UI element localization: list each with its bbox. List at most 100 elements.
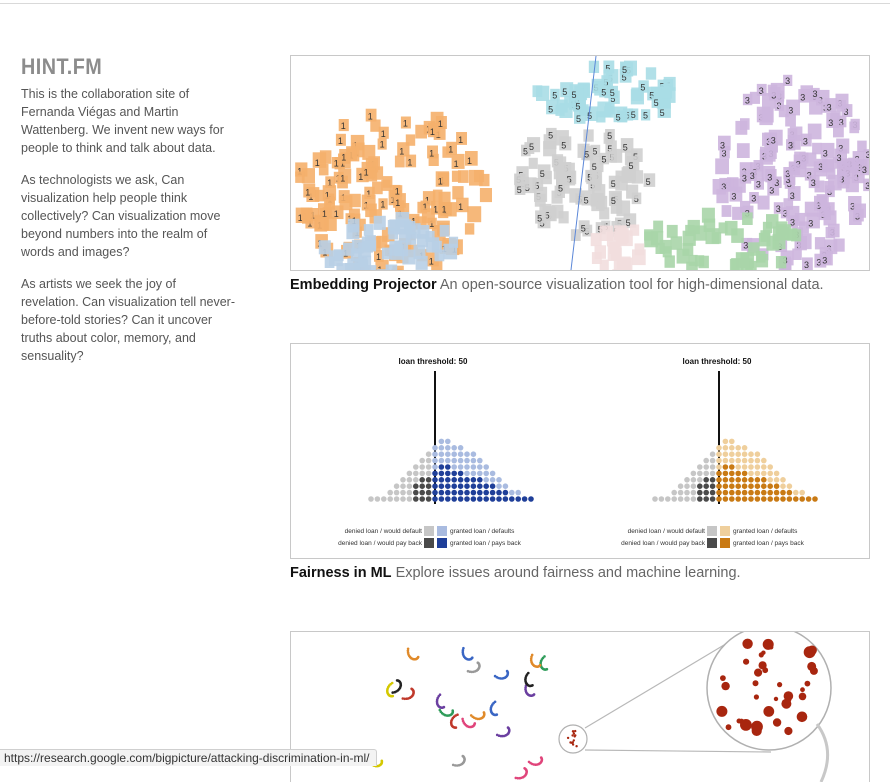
embedding-tile xyxy=(828,174,842,191)
embedding-projector-caption[interactable]: Embedding Projector An open-source visua… xyxy=(290,276,870,294)
embedding-tile xyxy=(431,201,443,215)
histogram-dot xyxy=(489,489,496,496)
histogram-dot xyxy=(761,457,767,464)
histogram-dot xyxy=(735,451,741,457)
histogram-dot xyxy=(464,457,470,464)
cluster-point xyxy=(493,674,497,678)
embedding-tile xyxy=(364,186,375,200)
embedding-tile xyxy=(448,236,459,248)
embedding-tile xyxy=(810,87,820,100)
embedding-glyph: 1 xyxy=(381,129,386,139)
embedding-tile xyxy=(757,195,770,210)
embedding-tile xyxy=(785,113,796,127)
histogram-dot xyxy=(767,496,773,502)
embedding-tile xyxy=(415,216,427,230)
histogram-dot xyxy=(483,470,489,477)
embedding-glyph: 5 xyxy=(587,111,592,121)
histogram-dot xyxy=(799,496,805,502)
project-card-fairness-in-ml[interactable]: loan threshold: 50 denied loan / would d… xyxy=(290,343,870,582)
embedding-tile xyxy=(859,159,869,176)
histogram-dot xyxy=(477,477,483,483)
embedding-tile xyxy=(701,207,715,223)
histogram-dot xyxy=(729,438,735,445)
embedding-tile xyxy=(814,237,826,250)
lens-point xyxy=(772,718,782,727)
embedding-glyph: 3 xyxy=(783,208,788,218)
embedding-glyph: 5 xyxy=(646,177,651,187)
histogram-dot xyxy=(400,489,406,496)
embedding-glyph: 3 xyxy=(769,186,774,196)
histogram-dot xyxy=(748,483,754,489)
histogram-dot xyxy=(703,457,709,464)
embedding-tile xyxy=(543,141,557,157)
histogram-dot xyxy=(368,496,374,502)
top-divider xyxy=(0,3,890,4)
embedding-tile xyxy=(800,133,812,147)
embedding-tile xyxy=(435,116,447,129)
embedding-tile xyxy=(331,157,342,169)
histogram-dot xyxy=(729,451,735,457)
histogram-dot xyxy=(767,470,773,477)
embedding-glyph: 1 xyxy=(380,200,385,210)
embedding-glyph: 3 xyxy=(731,192,736,202)
legend-swatch xyxy=(720,526,730,536)
histogram-dot xyxy=(438,489,445,496)
embedding-tile xyxy=(537,164,551,180)
embedding-tile xyxy=(787,186,801,201)
histogram-dot xyxy=(665,496,671,502)
histogram-dot xyxy=(671,489,677,496)
project-card-third[interactable] xyxy=(290,631,870,782)
embedding-tile xyxy=(583,129,594,142)
histogram-dot xyxy=(425,496,432,502)
embedding-tile xyxy=(350,248,362,262)
embedding-tile xyxy=(775,256,787,269)
embedding-tile xyxy=(767,84,778,97)
embedding-tile xyxy=(409,213,420,227)
cluster-point xyxy=(405,697,409,700)
fairness-caption[interactable]: Fairness in ML Explore issues around fai… xyxy=(290,564,870,582)
histogram-dot xyxy=(786,483,793,489)
embedding-tile xyxy=(786,139,796,151)
cluster-point xyxy=(527,760,531,764)
embedding-tile xyxy=(666,224,678,238)
histogram-dot xyxy=(716,470,722,477)
histogram-dot xyxy=(438,457,445,464)
lens-point xyxy=(763,706,775,717)
histogram-dot xyxy=(773,470,780,477)
embedding-tile xyxy=(535,210,547,224)
histogram-dot xyxy=(445,477,451,483)
histogram-dot xyxy=(483,489,489,496)
embedding-glyph: 1 xyxy=(315,158,320,168)
embedding-glyph: 3 xyxy=(790,218,795,228)
embedding-tile xyxy=(556,178,570,194)
embedding-tile xyxy=(715,158,729,175)
embedding-tile xyxy=(794,212,806,226)
histogram-dot xyxy=(716,477,722,483)
embedding-tile xyxy=(605,129,615,141)
embedding-tile xyxy=(647,86,659,101)
embedding-tile xyxy=(755,251,766,263)
fairness-thumbnail[interactable]: loan threshold: 50 denied loan / would d… xyxy=(290,343,870,559)
embedding-tile xyxy=(558,211,569,224)
histogram-dot xyxy=(445,438,451,445)
histogram-dot xyxy=(400,483,406,489)
embedding-glyph: 1 xyxy=(448,145,453,155)
embedding-tile xyxy=(620,61,632,75)
third-project-thumbnail[interactable] xyxy=(290,631,870,782)
cluster-point xyxy=(527,671,530,675)
site-logo[interactable]: HINT.FM xyxy=(21,54,103,79)
histogram-dot xyxy=(432,451,438,457)
embedding-glyph: 1 xyxy=(429,219,434,229)
histogram-dot xyxy=(690,496,697,502)
histogram-dot xyxy=(690,483,697,489)
embedding-tile xyxy=(802,257,813,270)
embedding-glyph: 5 xyxy=(622,65,627,75)
histogram-dot xyxy=(509,496,515,502)
histogram-dot xyxy=(451,483,457,489)
lens-point xyxy=(742,638,753,649)
embedding-tile xyxy=(756,83,767,96)
embedding-tile xyxy=(622,108,634,121)
embedding-tile xyxy=(320,208,330,220)
